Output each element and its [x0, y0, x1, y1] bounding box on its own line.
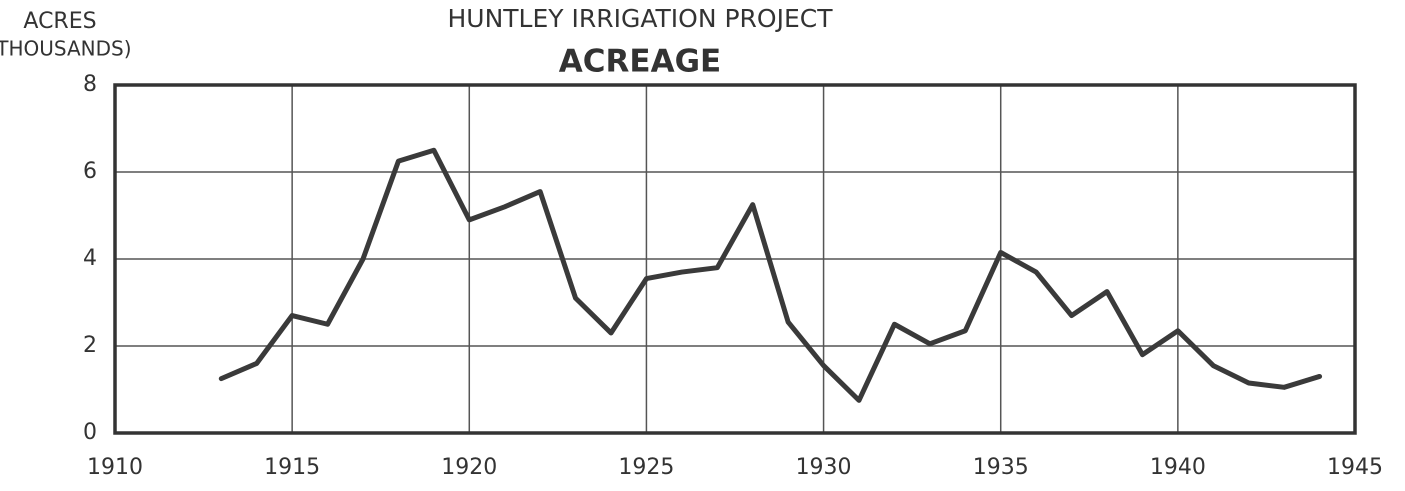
plot-frame: [113, 83, 1357, 435]
y-tick-label: 8: [83, 72, 97, 97]
y-tick-label: 6: [83, 159, 97, 184]
x-tick-label: 1935: [973, 455, 1029, 480]
x-tick-label: 1945: [1327, 455, 1383, 480]
y-axis-label: ACRES: [23, 9, 96, 34]
x-tick-label: 1940: [1150, 455, 1206, 480]
data-line: [218, 147, 1323, 403]
x-tick-label: 1925: [618, 455, 674, 480]
chart-title: HUNTLEY IRRIGATION PROJECT: [447, 4, 833, 33]
y-tick-label: 0: [83, 420, 97, 445]
y-axis-unit: (THOUSANDS): [0, 37, 132, 61]
x-tick-label: 1915: [264, 455, 320, 480]
y-tick-label: 2: [83, 333, 97, 358]
y-tick-label: 4: [83, 246, 97, 271]
chart-subtitle: ACREAGE: [559, 44, 721, 80]
x-tick-label: 1930: [796, 455, 852, 480]
x-tick-label: 1920: [441, 455, 497, 480]
x-tick-label: 1910: [87, 455, 143, 480]
